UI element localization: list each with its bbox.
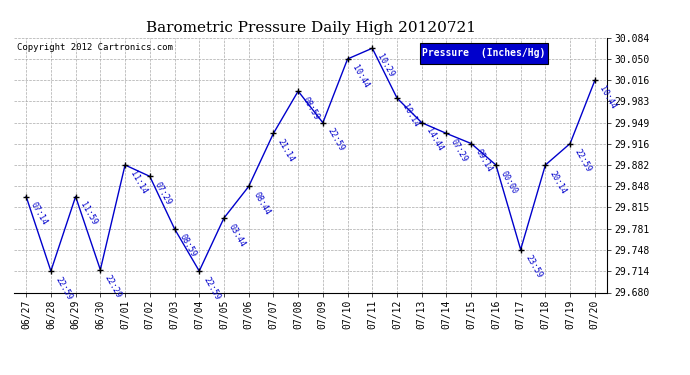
Text: 00:00: 00:00: [499, 169, 519, 195]
Text: 08:44: 08:44: [251, 190, 272, 217]
Text: 22:59: 22:59: [54, 275, 74, 302]
Text: 07:29: 07:29: [449, 138, 470, 164]
Text: 22:59: 22:59: [573, 148, 593, 174]
Text: 22:59: 22:59: [202, 275, 222, 302]
Text: 21:14: 21:14: [276, 138, 297, 164]
Text: 10:44: 10:44: [598, 85, 618, 111]
Text: 23:59: 23:59: [524, 254, 544, 280]
Text: 09:14: 09:14: [474, 148, 494, 174]
Text: 20:14: 20:14: [548, 169, 569, 195]
Title: Barometric Pressure Daily High 20120721: Barometric Pressure Daily High 20120721: [146, 21, 475, 35]
Text: 07:14: 07:14: [29, 201, 49, 227]
Text: 14:44: 14:44: [424, 127, 445, 153]
Text: 22:29: 22:29: [103, 274, 124, 300]
Text: 11:14: 11:14: [128, 169, 148, 195]
Text: 10:44: 10:44: [351, 63, 371, 89]
Text: 10:29: 10:29: [375, 53, 395, 78]
Text: 10:14: 10:14: [400, 102, 420, 128]
Text: 03:44: 03:44: [227, 222, 247, 248]
Text: Pressure  (Inches/Hg): Pressure (Inches/Hg): [422, 48, 546, 58]
Text: 22:59: 22:59: [326, 127, 346, 153]
Text: 08:59: 08:59: [177, 233, 197, 259]
FancyBboxPatch shape: [420, 43, 548, 64]
Text: 07:29: 07:29: [152, 180, 173, 207]
Text: Copyright 2012 Cartronics.com: Copyright 2012 Cartronics.com: [17, 43, 172, 52]
Text: 11:59: 11:59: [79, 201, 99, 227]
Text: 08:59: 08:59: [301, 95, 322, 122]
